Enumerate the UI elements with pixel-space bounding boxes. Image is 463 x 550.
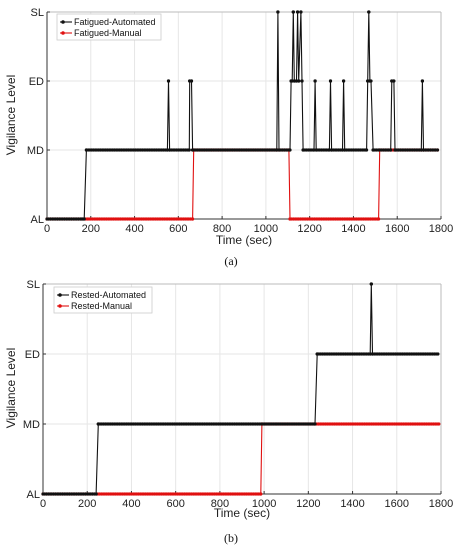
y-tick-label: AL: [31, 214, 44, 226]
data-point: [342, 79, 346, 83]
legend-box: [53, 286, 153, 314]
y-tick-label: MD: [23, 419, 40, 431]
data-point: [369, 282, 373, 286]
x-tick-label: 400: [122, 498, 140, 510]
data-point: [368, 352, 372, 356]
panel-b: Vigilance Level Time (sec) (b): [4, 348, 270, 545]
data-point: [296, 10, 300, 14]
legend-swatch-marker: [61, 20, 65, 24]
series-markers-rested-manual: [41, 422, 441, 496]
data-point: [299, 10, 303, 14]
y-tick-label: ED: [25, 349, 40, 361]
plot-area-a: 0 200 400 600 800 1000 1200 1400 1600 1800 AL MD ED S…: [27, 7, 453, 235]
x-tick-label: 800: [213, 223, 231, 235]
legend-label-fatigued-automated: Fatigued-Automated: [74, 17, 156, 27]
data-point: [419, 148, 423, 152]
legend-label-fatigued-manual: Fatigued-Manual: [74, 28, 142, 38]
data-point: [313, 79, 317, 83]
x-tick-label: 1200: [297, 223, 321, 235]
data-point: [313, 422, 317, 426]
legend-swatch-marker: [61, 31, 65, 35]
xlabel-a: Time (sec): [216, 233, 272, 247]
data-point: [420, 79, 424, 83]
x-tick-label: 1000: [252, 498, 276, 510]
legend-swatch-marker: [58, 304, 62, 308]
data-point: [435, 148, 440, 152]
y-tick-label: ED: [29, 76, 44, 88]
xlabel-b: Time (sec): [214, 506, 270, 520]
x-tick-label: 1400: [341, 223, 365, 235]
legend-label-rested-manual: Rested-Manual: [71, 301, 132, 311]
data-point: [327, 148, 331, 152]
ylabel-a: Vigilance Level: [4, 75, 18, 156]
legend-swatch-marker: [58, 293, 62, 297]
x-tick-label: 0: [44, 223, 50, 235]
x-tick-label: 1800: [429, 223, 453, 235]
series-line-fatigued-automated: [47, 11, 439, 220]
series-line-rested-automated: [43, 283, 439, 495]
data-point: [191, 217, 195, 221]
data-point: [297, 79, 301, 83]
x-tick-label: 200: [78, 498, 96, 510]
plot-area-b: 0 200 400 600 800 1000 1200 1400 1600 1800 AL MD ED S…: [23, 279, 453, 510]
data-point: [389, 148, 393, 152]
data-point: [275, 148, 279, 152]
data-point: [288, 148, 292, 152]
x-tick-label: 1800: [429, 498, 453, 510]
data-point: [436, 352, 440, 356]
panel-a: Vigilance Level Time (sec) (a): [4, 75, 272, 268]
legend-box: [56, 13, 162, 41]
y-tick-label: AL: [27, 489, 40, 501]
x-tick-label: 1600: [385, 223, 409, 235]
data-point: [294, 79, 299, 83]
data-point: [328, 79, 333, 83]
data-point: [300, 79, 304, 83]
data-point: [437, 422, 441, 426]
x-tick-label: 800: [211, 498, 229, 510]
data-point: [259, 492, 263, 496]
data-point: [312, 148, 316, 152]
y-tick-label: MD: [27, 145, 44, 157]
data-point: [377, 217, 381, 221]
x-tick-label: 600: [169, 223, 187, 235]
data-point: [166, 79, 171, 83]
x-tick-label: 1200: [296, 498, 320, 510]
series-line-fatigued-manual: [47, 149, 439, 220]
x-tick-label: 200: [82, 223, 100, 235]
data-point: [367, 10, 371, 14]
ylabel-b: Vigilance Level: [4, 348, 18, 429]
y-tick-label: SL: [31, 7, 44, 19]
caption-b: (b): [224, 531, 238, 545]
x-tick-label: 1000: [254, 223, 278, 235]
data-point: [340, 148, 345, 152]
data-point: [366, 79, 370, 83]
data-point: [82, 217, 86, 221]
data-point: [94, 492, 98, 496]
series-markers-rested-automated: [41, 282, 440, 496]
series-markers-fatigued-automated: [45, 10, 440, 221]
data-point: [276, 10, 280, 14]
x-tick-label: 400: [125, 223, 143, 235]
legend-label-rested-automated: Rested-Automated: [71, 290, 146, 300]
x-tick-label: 0: [40, 498, 46, 510]
caption-a: (a): [224, 254, 237, 268]
data-point: [187, 148, 191, 152]
data-point: [369, 79, 373, 83]
x-tick-label: 600: [166, 498, 184, 510]
data-point: [365, 148, 369, 152]
x-tick-label: 1400: [340, 498, 364, 510]
x-tick-label: 1600: [385, 498, 409, 510]
data-point: [392, 79, 396, 83]
data-point: [291, 10, 295, 14]
series-line-rested-manual: [43, 423, 439, 495]
data-point: [189, 79, 194, 83]
y-tick-label: SL: [27, 279, 40, 291]
data-point: [165, 148, 169, 152]
